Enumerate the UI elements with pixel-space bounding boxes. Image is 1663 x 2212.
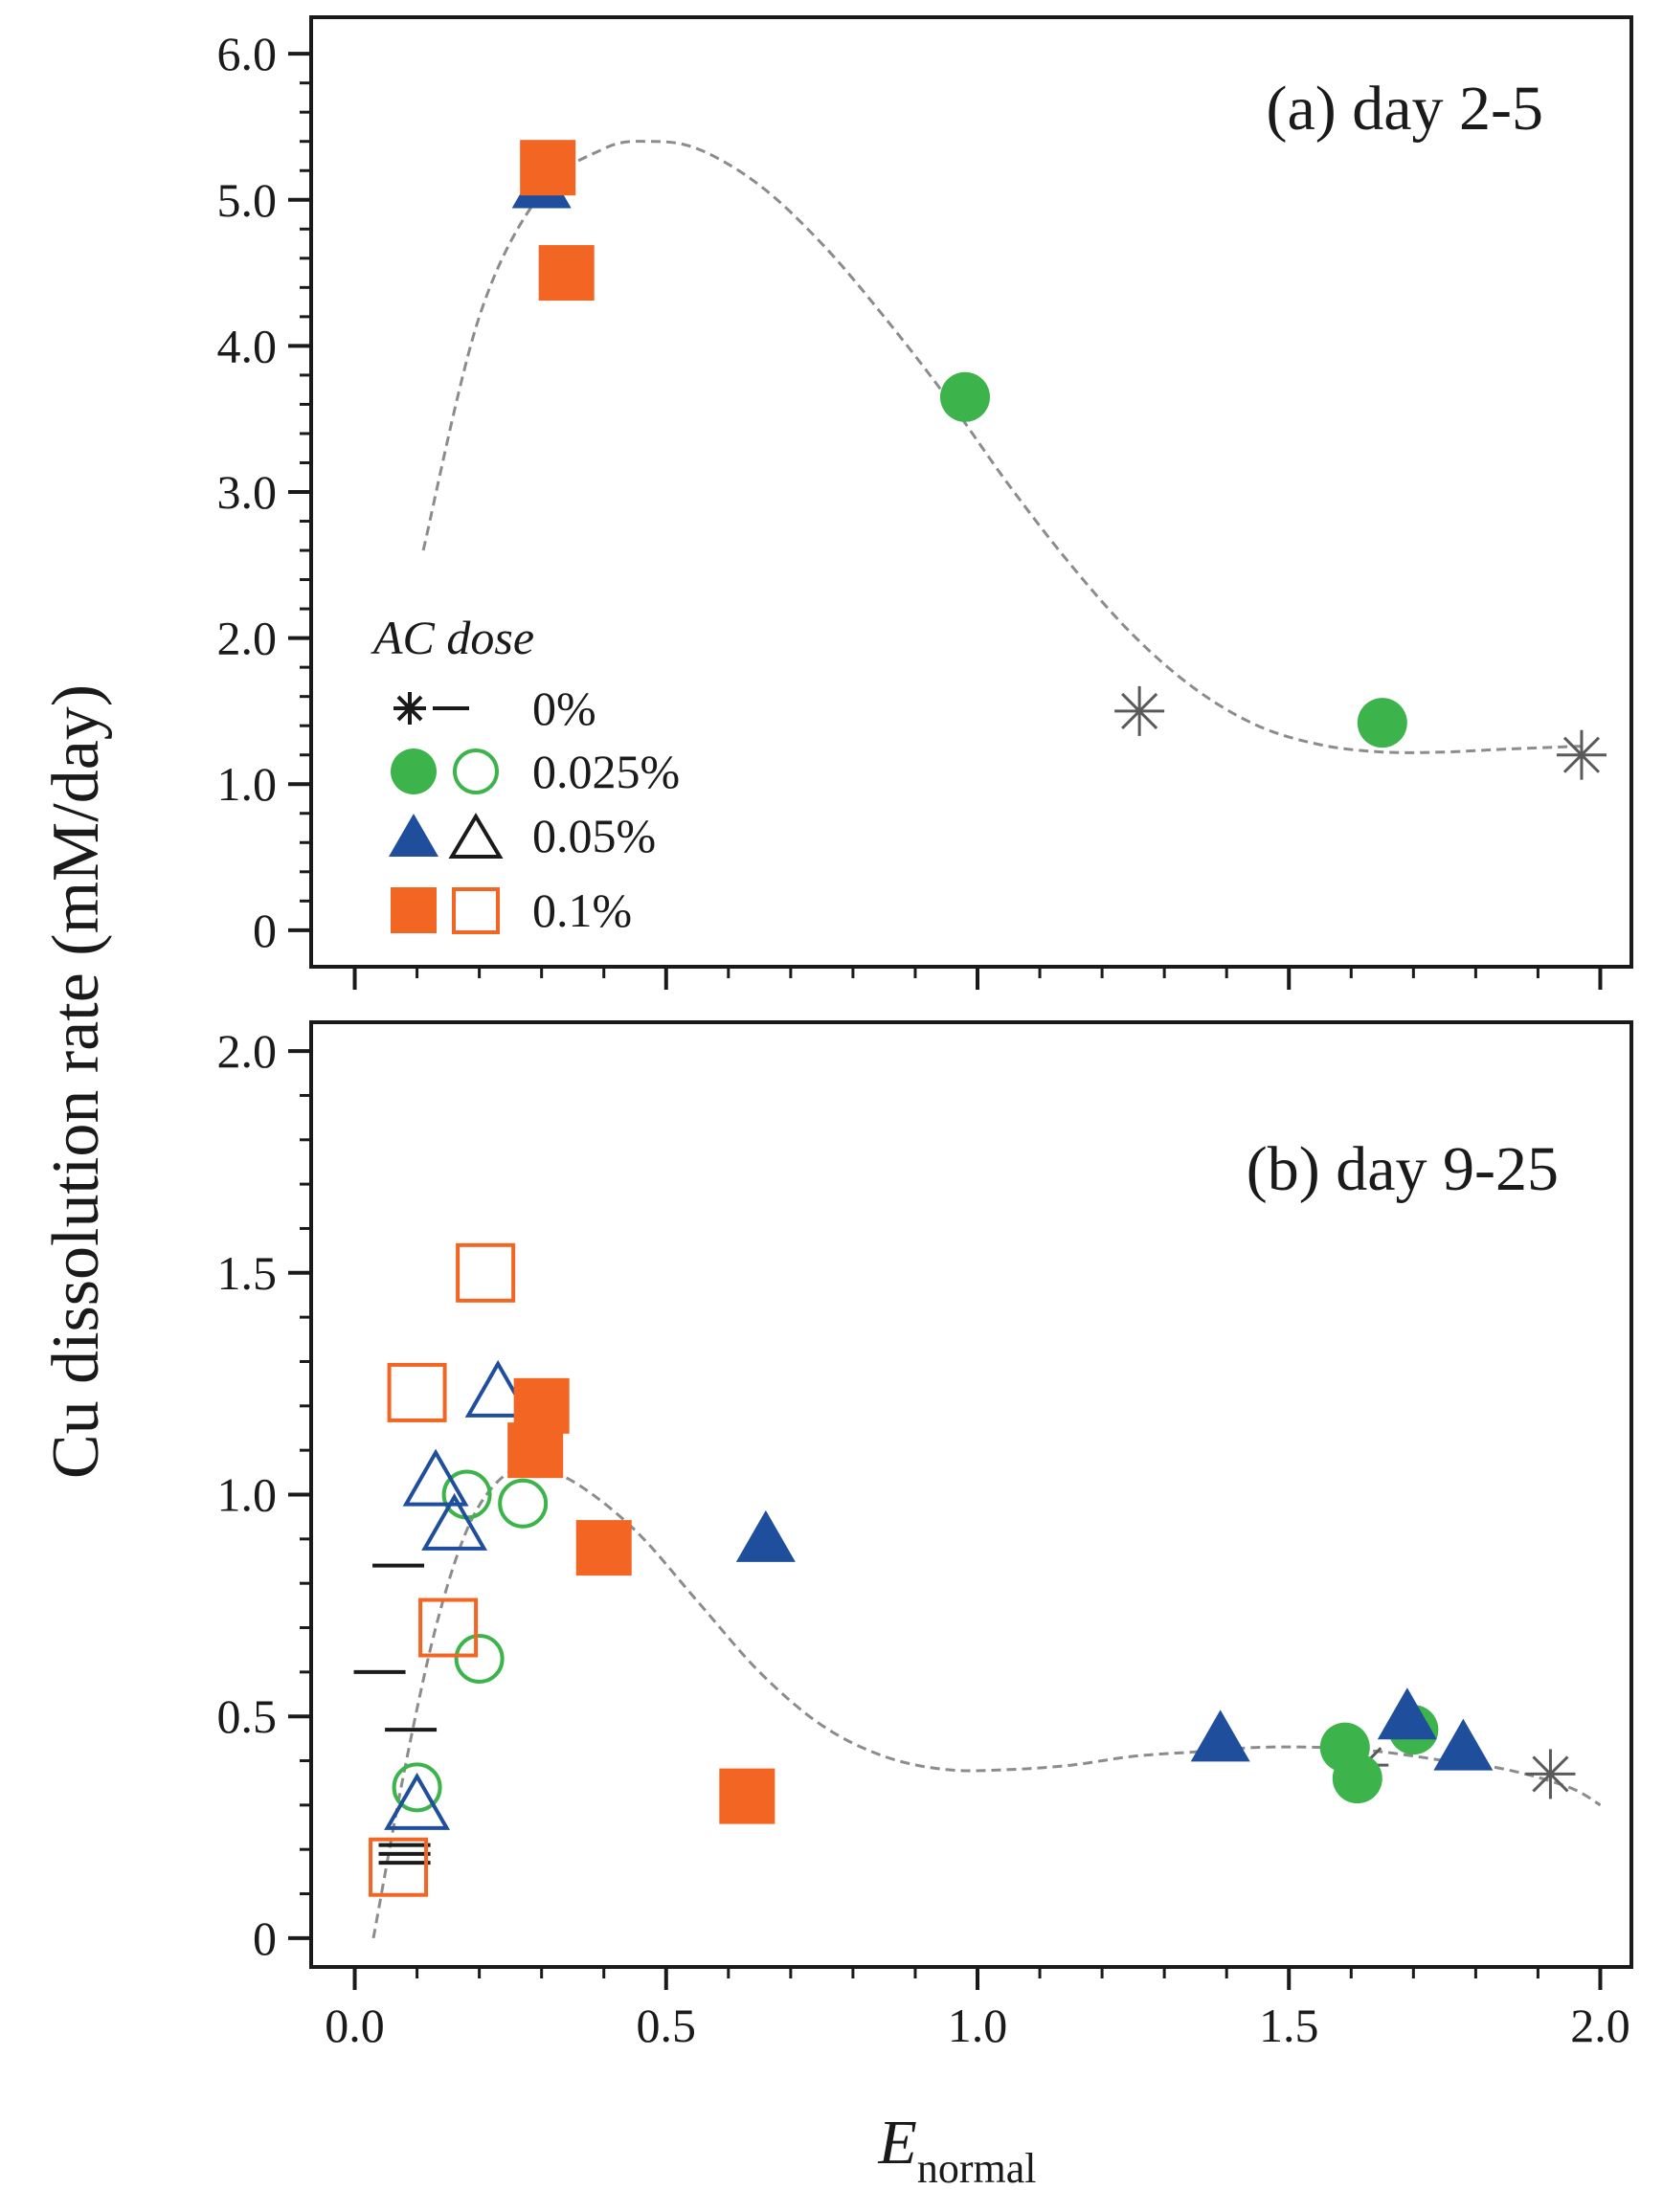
legend-row-2: 0.05% <box>389 809 656 862</box>
data-point-triangle <box>1190 1709 1250 1762</box>
legend-filled-square-icon <box>391 887 437 933</box>
panel-a-marks <box>511 140 1607 780</box>
data-point-square <box>520 140 576 196</box>
panel-b-marks <box>353 1242 1576 1897</box>
data-point-circle <box>1357 698 1407 749</box>
legend-label: 0% <box>532 681 596 735</box>
legend-row-3: 0.1% <box>391 883 632 937</box>
y-tick-label: 2.0 <box>217 612 278 665</box>
y-axis-label: Cu dissolution rate (mM/day) <box>39 684 113 1479</box>
panel-a-title: (a) day 2-5 <box>1266 74 1543 144</box>
legend-title: AC dose <box>371 611 534 664</box>
legend: AC dose 0% 0.025% 0.05% <box>371 611 680 937</box>
data-point-circle <box>939 371 990 422</box>
data-point-triangle-open <box>384 1772 451 1830</box>
data-point-triangle-open <box>421 1492 488 1551</box>
data-point-circle-open <box>498 1478 549 1529</box>
x-axis-label-subscript: normal <box>917 2145 1037 2192</box>
y-tick-label: 0 <box>253 1911 277 1965</box>
legend-filled-triangle-icon <box>389 814 438 857</box>
legend-label: 0.1% <box>532 883 632 937</box>
data-point-triangle-open <box>402 1448 469 1507</box>
data-point-square <box>538 245 595 302</box>
x-axis-label: Enormal <box>878 2108 1037 2192</box>
data-point-square-open <box>387 1362 447 1422</box>
panel-a: 0 1.0 2.0 3.0 4.0 5.0 6.0 (a) day 2-5 AC dose … <box>217 15 1633 990</box>
y-tick-label: 1.5 <box>217 1246 278 1300</box>
panel-a-ticks: 0 1.0 2.0 3.0 4.0 5.0 6.0 <box>217 27 1603 990</box>
data-point-square-open <box>369 1837 429 1897</box>
legend-label: 0.025% <box>532 745 680 798</box>
data-point-circle <box>1332 1754 1382 1804</box>
data-point-triangle <box>1433 1718 1494 1771</box>
panel-b-fit-curve <box>371 1466 1602 1939</box>
panel-b-ticks: 0 0.5 1.0 1.5 2.0 0.0 0.5 1.0 1.5 2.0 <box>217 1024 1630 2052</box>
y-tick-label: 4.0 <box>217 319 278 372</box>
data-point-star <box>1114 685 1165 736</box>
y-tick-label: 5.0 <box>217 173 278 227</box>
legend-star-icon <box>393 692 426 725</box>
panel-b-title: (b) day 9-25 <box>1247 1134 1559 1204</box>
y-tick-label: 0.5 <box>217 1689 278 1743</box>
data-point-square <box>719 1768 775 1824</box>
y-tick-label: 6.0 <box>217 27 278 80</box>
y-tick-label: 2.0 <box>217 1024 278 1078</box>
data-point-square-open <box>456 1242 516 1303</box>
legend-label: 0.05% <box>532 809 656 862</box>
y-tick-label: 0 <box>253 904 277 957</box>
y-tick-label: 1.0 <box>217 757 278 811</box>
x-tick-label: 1.5 <box>1259 1999 1319 2052</box>
data-point-triangle-open <box>464 1359 531 1418</box>
legend-row-0: 0% <box>393 681 596 735</box>
data-point-circle-open <box>454 1633 505 1684</box>
data-point-square-open <box>418 1598 479 1658</box>
data-point-triangle <box>1377 1687 1437 1740</box>
data-point-star <box>1556 729 1607 780</box>
legend-open-triangle-icon <box>448 813 504 859</box>
data-point-square <box>507 1422 564 1479</box>
x-tick-label: 0.5 <box>637 1999 697 2052</box>
legend-filled-circle-icon <box>391 749 437 794</box>
panel-a-fit-curve <box>421 140 1583 754</box>
data-point-star <box>1525 1749 1576 1799</box>
y-tick-label: 1.0 <box>217 1468 278 1522</box>
legend-open-circle-icon <box>453 749 499 794</box>
x-axis-label-main: E <box>878 2108 917 2178</box>
panel-b: 0 0.5 1.0 1.5 2.0 0.0 0.5 1.0 1.5 2.0 (b) day 9-2… <box>217 1020 1633 2052</box>
data-point-circle-open <box>392 1762 442 1813</box>
y-tick-label: 3.0 <box>217 465 278 519</box>
legend-open-square-icon <box>452 887 500 934</box>
legend-row-1: 0.025% <box>391 745 680 798</box>
data-point-square <box>575 1520 632 1576</box>
data-point-triangle <box>735 1509 796 1562</box>
x-tick-label: 0.0 <box>325 1999 385 2052</box>
x-tick-label: 2.0 <box>1570 1999 1630 2052</box>
panel-a-frame <box>309 15 1633 969</box>
x-tick-label: 1.0 <box>948 1999 1008 2052</box>
